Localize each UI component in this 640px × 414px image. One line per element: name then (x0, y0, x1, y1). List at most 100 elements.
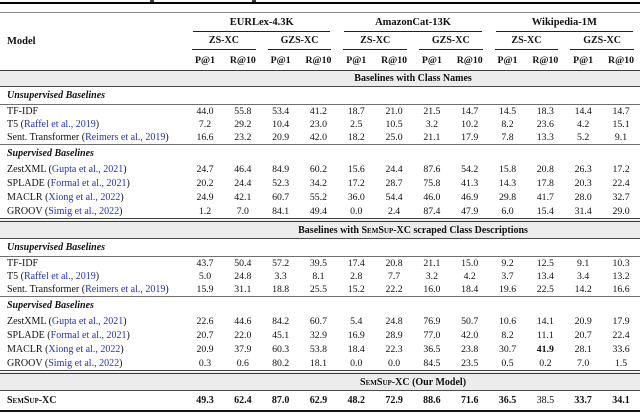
metric-value-cell: 4.2 (577, 119, 590, 130)
citation-link[interactable]: Simig et al., 2022 (48, 357, 120, 369)
metric-value-cell: 20.9 (574, 315, 592, 327)
metric-value-cell: 17.9 (612, 315, 630, 327)
metric-value-cell: 13.4 (536, 271, 554, 282)
model-result-row: GROOV (Simig et al., 2022) 0.3 0.6 80.2 18.1… (0, 356, 640, 372)
model-name-cell: MACLR (Xiong et al., 2022) (7, 343, 124, 355)
metric-value-cell: 1.5 (614, 357, 628, 369)
metric-value-cell: 84.9 (272, 163, 290, 175)
metric-value-cell: 12.5 (536, 258, 554, 269)
dataset-header-amazoncat: AmazonCat-13K (337, 13, 488, 34)
citation-link[interactable]: Xiong et al., 2022 (48, 343, 121, 355)
metric-value-cell: 18.1 (309, 357, 328, 369)
metric-value-cell: 76.9 (423, 315, 441, 327)
model-name: GROOV (7, 205, 43, 217)
model-name-cell: ZestXML (Gupta et al., 2021) (7, 315, 127, 327)
section-band-label: Baselines with SemSup-XC scraped Class D… (186, 218, 640, 239)
our-model-band-row: SemSup-XC (Our Model) (0, 370, 640, 391)
citation-link[interactable]: Raffel et al., 2019 (23, 119, 96, 130)
metric-value-cell: 18.8 (272, 284, 290, 295)
setting-label: ZS-XC (343, 34, 407, 50)
metric-value-cell: 55.2 (309, 191, 328, 203)
group-heading-label: Unsupervised Baselines (0, 238, 640, 257)
metric-value-cell: 10.4 (272, 119, 290, 130)
model-name-cell: SPLADE (Formal et al., 2021) (7, 177, 130, 189)
metric-value-cell: 29.8 (498, 191, 517, 203)
citation-link[interactable]: Xiong et al., 2022 (48, 191, 121, 203)
metric-value-cell: 24.8 (385, 315, 403, 327)
metric-value-cell: 0.0 (350, 205, 363, 217)
metric-value-cell: 20.7 (196, 329, 214, 341)
metric-value-cell: 24.4 (385, 163, 403, 175)
metric-value-cell: 15.8 (498, 163, 517, 175)
metric-value-cell: 44.0 (196, 106, 214, 117)
metric-value-cell: 21.1 (423, 132, 441, 143)
metric-value-cell: 3.7 (501, 271, 514, 282)
semsup-xc-brand-text: SemSup-XC (7, 395, 57, 406)
model-result-row: Sent. Transformer (Reimers et al., 2019)… (0, 131, 640, 145)
metric-value-cell: 24.9 (196, 191, 214, 203)
metric-value-cell: 17.8 (536, 177, 554, 189)
metric-value-cell: 60.7 (272, 191, 290, 203)
metric-value-cell: 15.6 (347, 163, 365, 175)
dataset-label: Wikipedia-1M (495, 15, 633, 32)
metric-value-cell: 5.2 (577, 132, 590, 143)
metric-value-cell: 10.5 (385, 119, 403, 130)
model-name-cell: TF-IDF (0, 105, 186, 119)
metric-value-cell: 3.4 (577, 271, 590, 282)
citation-link[interactable]: Reimers et al., 2019 (85, 132, 166, 143)
metric-value-cell: 87.4 (423, 205, 441, 217)
metric-value-cell: 22.4 (612, 329, 630, 341)
metric-value-cell: 17.2 (612, 163, 630, 175)
metric-value-cell: 32.9 (309, 329, 328, 341)
metric-header-r10: R@10 (532, 55, 559, 66)
metric-value-cell: 18.4 (347, 343, 365, 355)
model-name: Sent. Transformer (7, 284, 80, 295)
metric-value-cell: 10.3 (612, 258, 630, 269)
metric-value-cell: 77.0 (423, 329, 441, 341)
table-body: Baselines with Class Names Unsupervised B… (0, 70, 640, 412)
cropped-caption-fragment (252, 0, 256, 2)
metric-value-cell: 17.4 (347, 258, 365, 269)
metric-value-cell: 60.3 (272, 343, 290, 355)
metric-value-cell: 3.2 (425, 271, 439, 282)
model-name: Sent. Transformer (7, 132, 80, 143)
setting-label: ZS-XC (494, 34, 559, 50)
metric-value-cell: 54.2 (461, 163, 479, 175)
model-name-cell: SPLADE (Formal et al., 2021) (7, 329, 130, 341)
citation-link[interactable]: Reimers et al., 2019 (85, 284, 166, 295)
metric-value-cell: 84.2 (272, 315, 290, 327)
metric-value-cell: 22.2 (385, 284, 403, 295)
section-band-row: Baselines with Class Names (0, 70, 640, 87)
metric-value-cell: 18.3 (536, 106, 554, 117)
metric-value-cell: 54.4 (385, 191, 403, 203)
dataset-label: EURLex-4.3K (193, 15, 331, 32)
citation-link[interactable]: Simig et al., 2022 (48, 205, 120, 217)
section-band-label: SemSup-XC (Our Model) (186, 370, 640, 391)
model-name-cell: Sent. Transformer (Reimers et al., 2019) (7, 284, 169, 295)
model-result-row: MACLR (Xiong et al., 2022) 24.9 42.1 60.7 55… (0, 190, 640, 204)
citation-link[interactable]: Gupta et al., 2021 (51, 315, 124, 327)
metric-value-cell: 5.4 (350, 315, 363, 327)
setting-header-gzsxc: GZS-XC (262, 33, 338, 51)
metric-value-cell: 8.2 (501, 329, 514, 341)
citation-link[interactable]: Gupta et al., 2021 (51, 163, 124, 175)
setting-label: GZS-XC (570, 34, 634, 50)
model-column-header: Model (7, 36, 36, 47)
citation-link[interactable]: Formal et al., 2021 (50, 177, 127, 189)
citation-link[interactable]: Raffel et al., 2019 (23, 271, 96, 282)
citation-link[interactable]: Formal et al., 2021 (50, 329, 127, 341)
metric-value-cell: 23.5 (461, 357, 479, 369)
model-name: T5 (7, 119, 19, 130)
metric-value-cell: 15.2 (347, 284, 365, 295)
setting-header-gzsxc: GZS-XC (564, 33, 640, 51)
model-name: MACLR (7, 343, 43, 355)
model-name-cell: MACLR (Xiong et al., 2022) (7, 191, 124, 203)
band-spacer-cell (0, 218, 187, 239)
band-text-part: Baselines with (298, 224, 362, 236)
metric-value-cell: 33.7 (564, 390, 603, 412)
model-name-cell: SemSup-XC (0, 390, 187, 412)
model-name-cell: TF-IDF (0, 257, 186, 271)
metric-value-cell: 1.2 (198, 205, 212, 217)
metric-value-cell: 6.0 (501, 205, 514, 217)
metric-value-cell: 87.6 (423, 163, 441, 175)
